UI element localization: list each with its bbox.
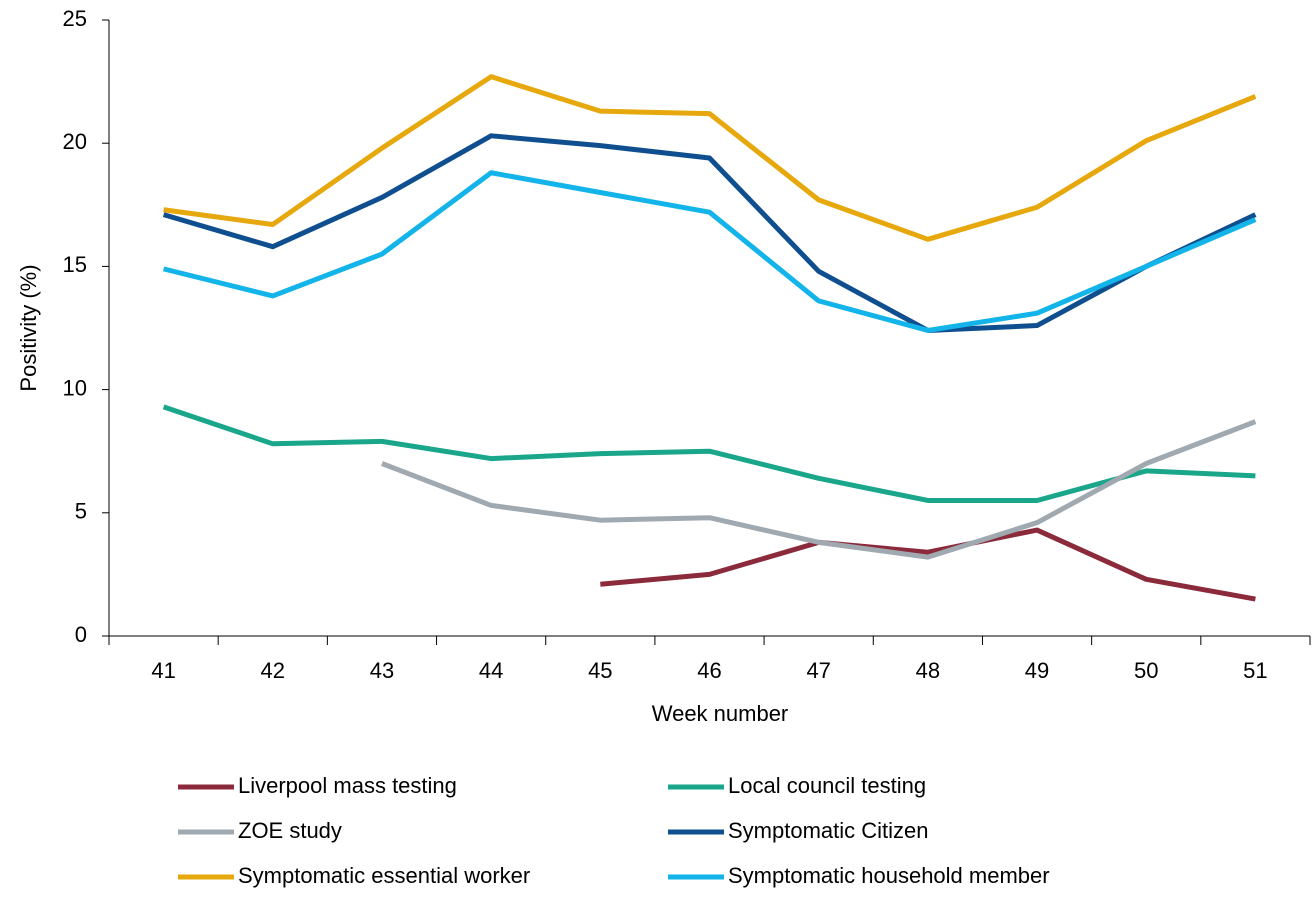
x-tick-label: 42 xyxy=(261,658,285,683)
legend-label: Symptomatic Citizen xyxy=(728,818,929,843)
legend-label: Local council testing xyxy=(728,773,926,798)
legend-label: Symptomatic household member xyxy=(728,863,1050,888)
y-axis-label: Positivity (%) xyxy=(16,264,41,391)
x-tick-label: 48 xyxy=(916,658,940,683)
series-line xyxy=(162,404,1256,503)
y-tick-label: 10 xyxy=(63,375,87,400)
y-tick-label: 5 xyxy=(75,499,87,524)
x-tick-label: 46 xyxy=(697,658,721,683)
x-tick-label: 49 xyxy=(1025,658,1049,683)
x-tick-label: 45 xyxy=(588,658,612,683)
series-line xyxy=(162,170,1257,333)
series-line xyxy=(162,133,1257,333)
legend-label: ZOE study xyxy=(238,818,342,843)
y-tick-label: 15 xyxy=(63,252,87,277)
legend-label: Symptomatic essential worker xyxy=(238,863,530,888)
series-line xyxy=(163,74,1257,242)
x-axis-label: Week number xyxy=(652,701,789,726)
series-line xyxy=(381,419,1257,560)
y-tick-label: 25 xyxy=(63,6,87,31)
x-tick-label: 51 xyxy=(1243,658,1267,683)
x-tick-label: 50 xyxy=(1134,658,1158,683)
x-tick-label: 44 xyxy=(479,658,503,683)
legend-label: Liverpool mass testing xyxy=(238,773,457,798)
series-line xyxy=(600,527,1256,602)
y-tick-label: 0 xyxy=(75,622,87,647)
x-tick-label: 43 xyxy=(370,658,394,683)
x-tick-label: 47 xyxy=(806,658,830,683)
x-tick-label: 41 xyxy=(151,658,175,683)
y-tick-label: 20 xyxy=(63,129,87,154)
